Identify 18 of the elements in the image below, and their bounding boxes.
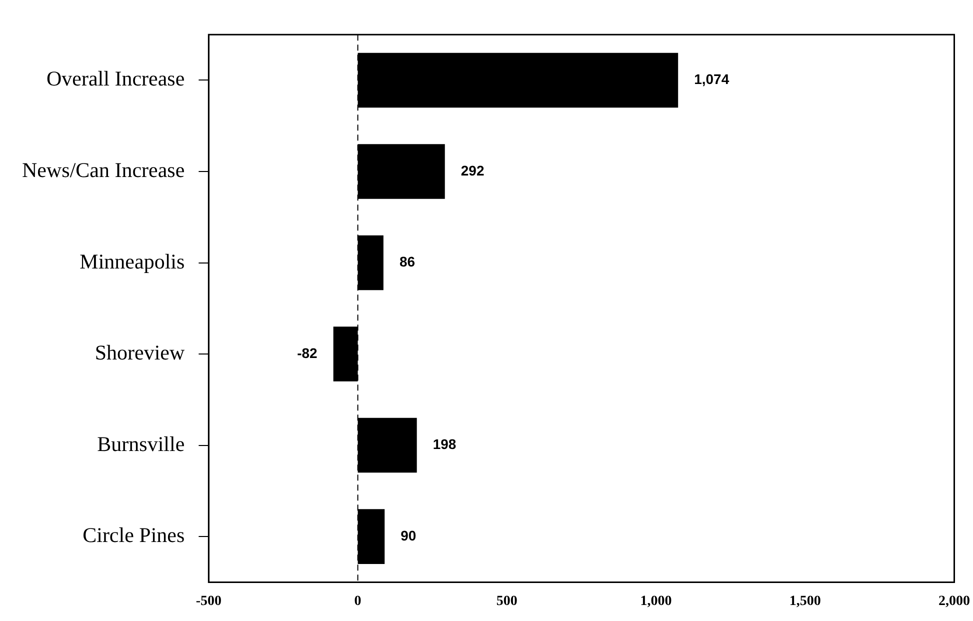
y-tick-label: Circle Pines [82,523,185,548]
x-tick-label: 1,500 [789,594,821,610]
data-label: 1,074 [694,71,730,88]
data-label: 292 [460,162,484,178]
data-label: 90 [400,527,416,544]
data-label: -82 [297,344,318,361]
data-label: 198 [432,436,456,452]
x-tick-label: 2,000 [938,594,970,610]
y-tick-label: Shoreview [94,340,186,365]
x-tick-label: 500 [496,594,518,610]
x-tick-label: 1,000 [640,594,672,610]
data-label: 86 [399,254,416,270]
y-tick-label: Burnsville [97,432,185,456]
y-tick-label: News/Can Increase [22,158,185,182]
x-tick-label: 0 [354,594,362,610]
y-tick-label: Overall Increase [46,66,185,91]
x-tick-label: -500 [196,594,222,610]
y-tick-label: Minneapolis [80,249,185,274]
